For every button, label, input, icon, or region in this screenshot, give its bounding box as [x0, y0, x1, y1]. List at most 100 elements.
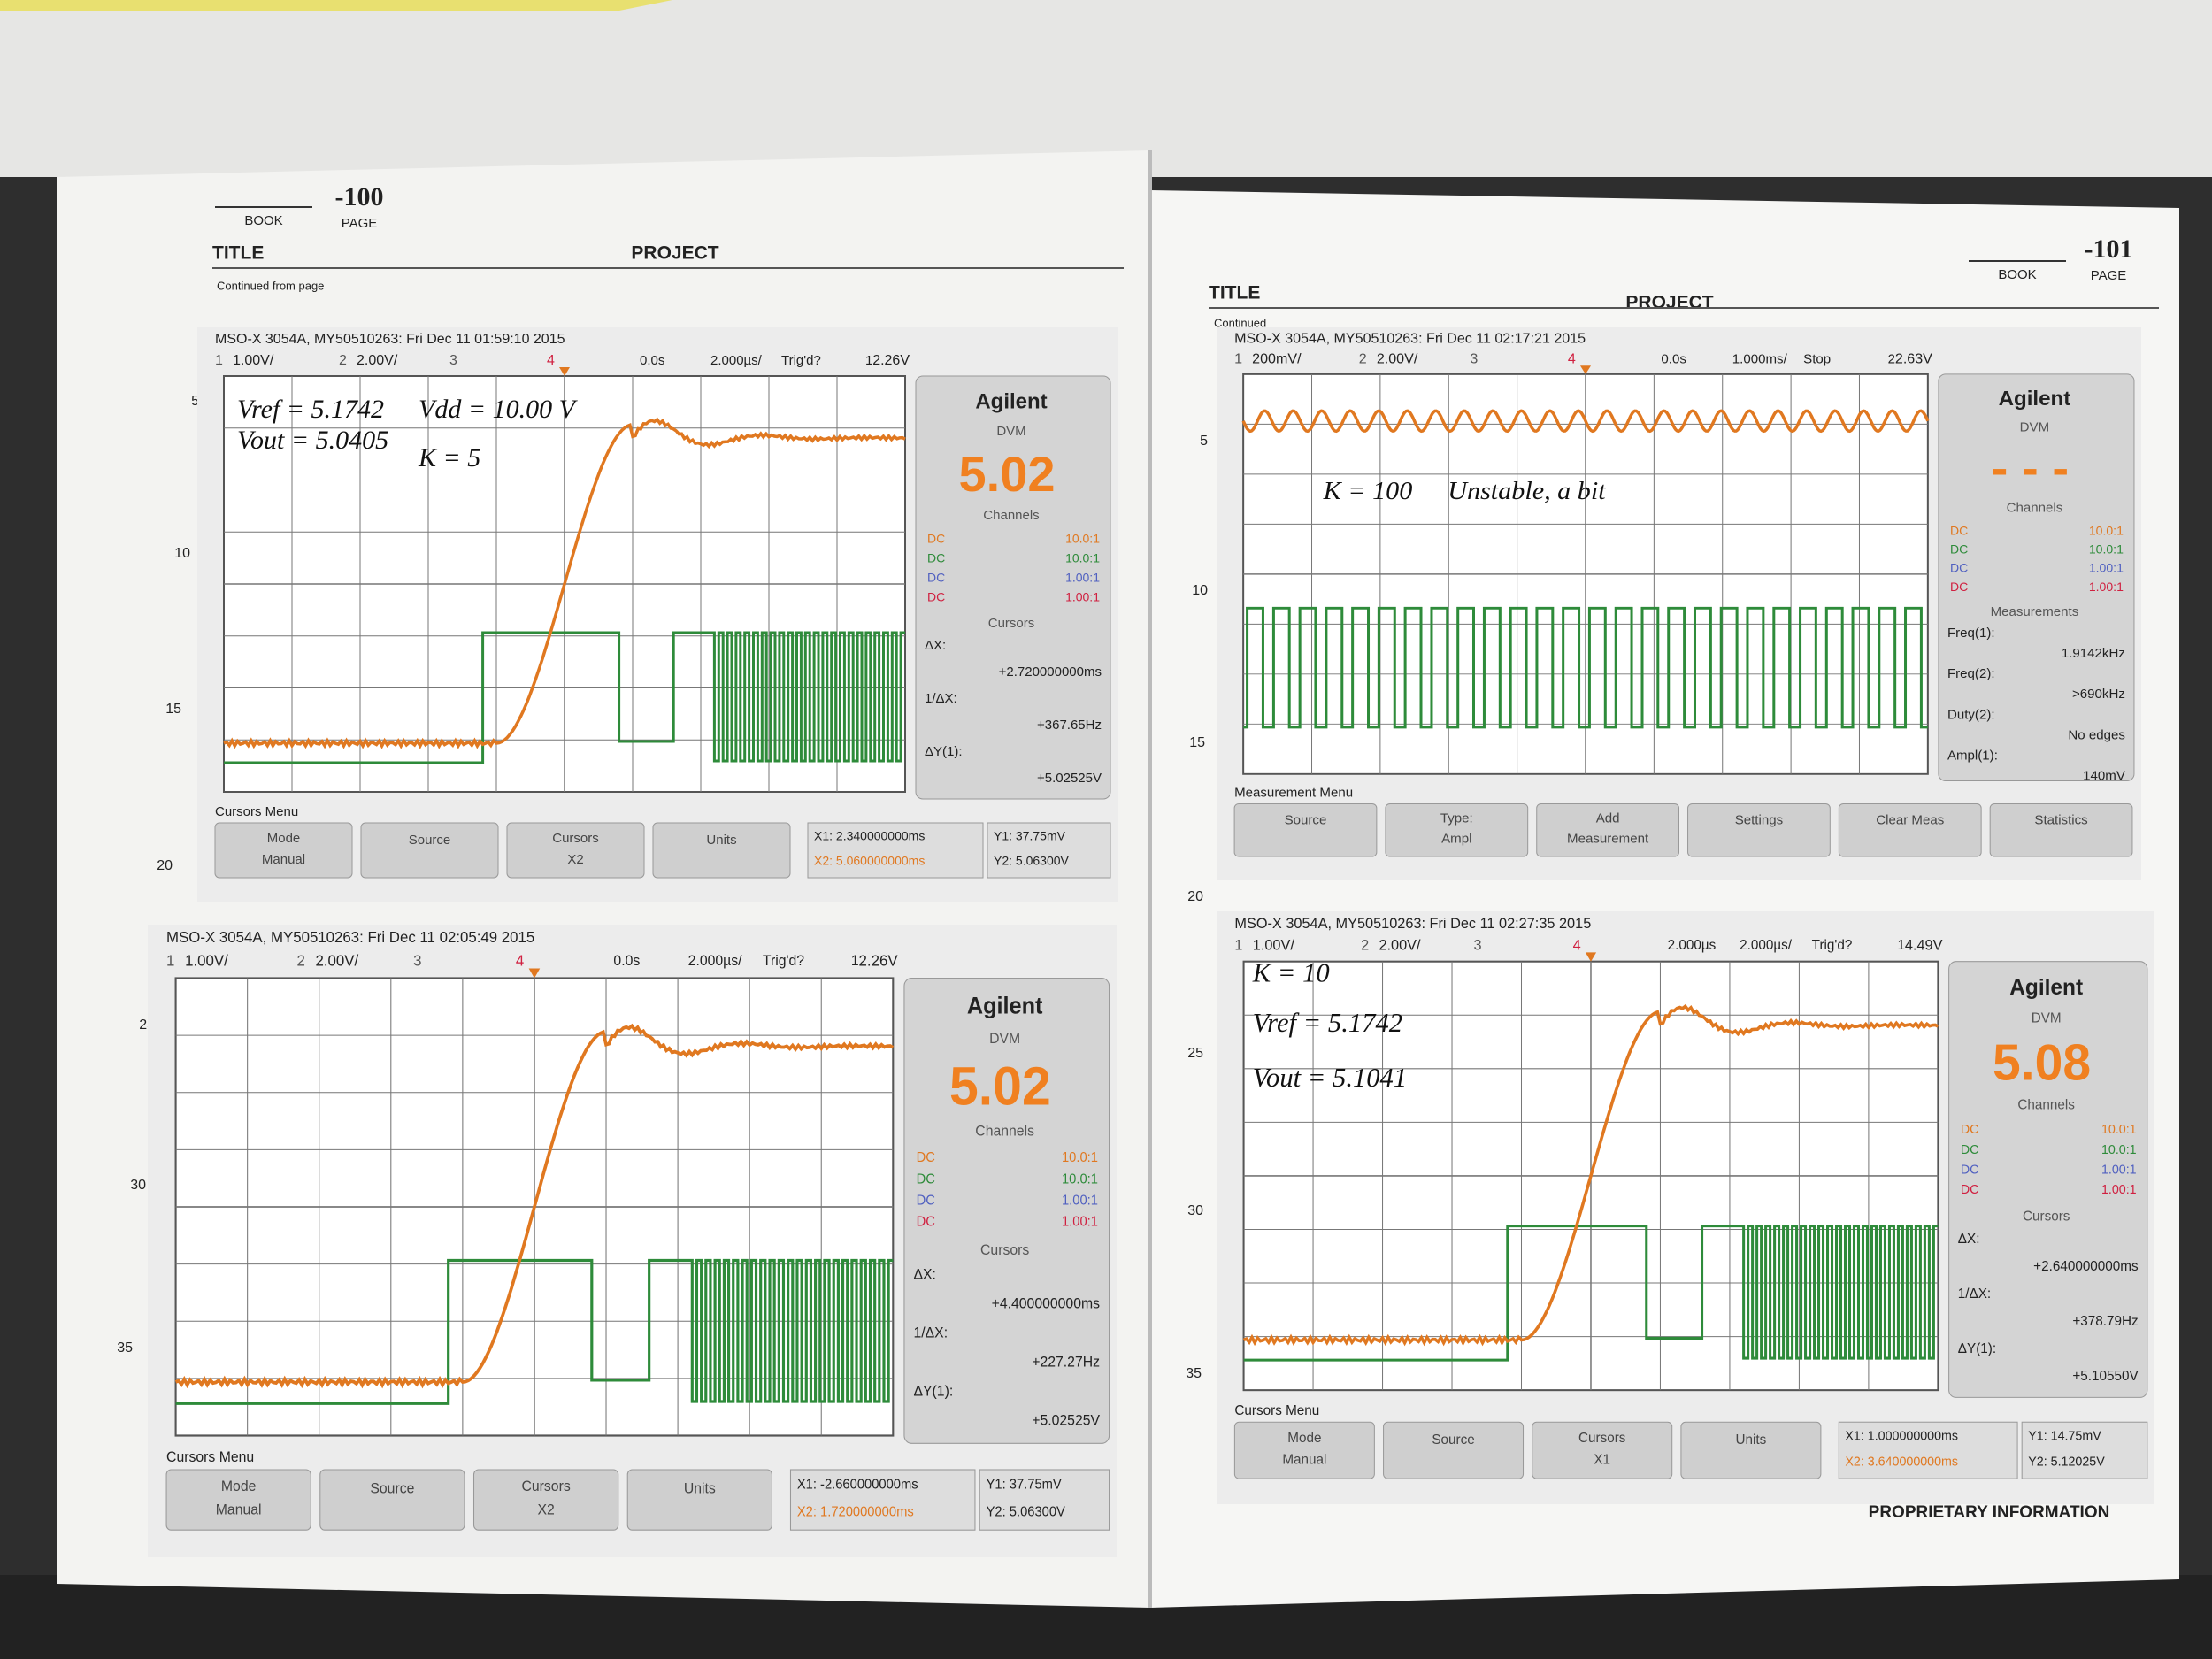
brand: Agilent	[1999, 388, 2071, 410]
dvm-value: 5.02	[949, 1055, 1051, 1116]
line-number: 30	[1187, 1203, 1203, 1218]
time-offset: 0.0s	[640, 353, 664, 368]
section-label: Cursors	[988, 616, 1035, 631]
reading-label: 1/ΔX:	[1958, 1286, 1991, 1302]
line-number: 10	[174, 546, 190, 561]
reading-value: 140mV	[2083, 770, 2125, 784]
cursor-value: Y1: 37.75mV	[994, 829, 1066, 843]
menu-title: Measurement Menu	[1234, 787, 1353, 801]
menu-button	[1233, 803, 1378, 857]
channel-scale: 1.00V/	[185, 951, 228, 969]
cursor-value: Y2: 5.06300V	[987, 1504, 1065, 1519]
reading-label: ΔY(1):	[913, 1383, 953, 1399]
cursor-value: X1: -2.660000000ms	[797, 1477, 918, 1492]
trigger-channel: 1	[851, 953, 859, 969]
button-text: Manual	[262, 852, 305, 867]
brand: Agilent	[2009, 976, 2083, 1000]
button-text: Manual	[1282, 1453, 1326, 1468]
channel-probe: 1.00:1	[1065, 590, 1100, 604]
page-label: PAGE	[2091, 268, 2127, 283]
menu-title: Cursors Menu	[166, 1449, 254, 1465]
channel-coupling: DC	[927, 590, 945, 604]
handwritten-note: Vout = 5.0405	[237, 426, 388, 455]
trigger-status: Trig'd?	[1812, 938, 1853, 953]
channel-number: 2	[296, 951, 304, 969]
channel-probe: 10.0:1	[2101, 1123, 2137, 1137]
channel-coupling: DC	[927, 571, 945, 585]
time-offset: 2.000µs	[1668, 938, 1717, 953]
menu-button	[1536, 803, 1680, 857]
cursor-readout	[789, 1469, 976, 1531]
reading-label: Freq(2):	[1947, 667, 1995, 681]
button-text: Mode	[267, 831, 301, 846]
time-scale: 2.000µs/	[710, 353, 763, 368]
menu-button	[506, 822, 645, 879]
channel-number: 3	[1473, 937, 1481, 953]
channels-label: Channels	[2017, 1098, 2075, 1113]
cursor-readout	[1838, 1421, 2018, 1479]
button-text: Statistics	[2034, 814, 2087, 828]
channel-coupling: DC	[1961, 1123, 1979, 1137]
scope-header: MSO-X 3054A, MY50510263: Fri Dec 11 02:0…	[166, 928, 534, 946]
trigger-level: 2.26V	[859, 951, 899, 969]
side-panel	[1948, 961, 2148, 1398]
menu-button	[1838, 803, 1982, 857]
cursor-value: X2: 3.640000000ms	[1845, 1455, 1958, 1469]
menu-button	[1680, 1421, 1822, 1479]
cursor-value: X2: 5.060000000ms	[814, 854, 925, 868]
handwritten-note: Unstable, a bit	[1448, 478, 1606, 505]
trigger-status: Trig'd?	[781, 353, 821, 368]
channel-probe: 1.00:1	[2089, 562, 2124, 575]
button-text: Add	[1596, 812, 1620, 826]
channel-probe: 1.00:1	[2089, 580, 2124, 594]
reading-value: +4.400000000ms	[992, 1295, 1100, 1311]
reading-label: 1/ΔX:	[913, 1325, 948, 1340]
project-label: PROJECT	[631, 243, 718, 264]
channel-probe: 10.0:1	[2089, 525, 2124, 538]
channel-2-trace	[175, 1258, 894, 1405]
line-number: 25	[1187, 1046, 1203, 1061]
channel-1-trace	[223, 417, 906, 749]
channel-scale: 2.00V/	[316, 951, 359, 969]
handwritten-note: K = 5	[418, 443, 480, 472]
channel-probe: 10.0:1	[1062, 1171, 1098, 1187]
channel-1-trace	[1241, 409, 1930, 434]
page-number: -101	[2085, 234, 2133, 264]
cursor-readout	[807, 822, 984, 879]
button-text: Settings	[1735, 814, 1783, 828]
menu-button	[1532, 1421, 1673, 1479]
menu-button	[652, 822, 791, 879]
time-scale: 1.000ms/	[1732, 353, 1788, 367]
channel-scale: 200mV/	[1252, 352, 1302, 367]
page-number: -100	[335, 182, 384, 211]
reading-value: No edges	[2068, 729, 2125, 743]
button-text: Source	[370, 1480, 414, 1496]
reading-label: ΔX:	[1958, 1232, 1980, 1247]
menu-button	[165, 1469, 311, 1531]
channels-label: Channels	[983, 508, 1039, 523]
button-text: Measurement	[1567, 833, 1648, 847]
title-label: TITLE	[1209, 283, 1260, 303]
side-panel	[1938, 373, 2135, 781]
dvm-value: 5.08	[1993, 1034, 2091, 1091]
footer: PROPRIETARY INFORMATION	[1869, 1503, 2110, 1522]
button-text: Units	[1735, 1432, 1766, 1448]
scope-capture: MSO-X 3054A, MY50510263: Fri Dec 11 02:0…	[148, 925, 1117, 1557]
book-label: BOOK	[244, 213, 282, 228]
reading-label: ΔY(1):	[925, 744, 963, 759]
channel-probe: 10.0:1	[2089, 543, 2124, 557]
channel-coupling: DC	[917, 1193, 935, 1208]
menu-button	[360, 822, 499, 879]
menu-button	[1383, 1421, 1525, 1479]
scope-capture: MSO-X 3054A, MY50510263: Fri Dec 11 02:1…	[1217, 327, 2141, 880]
continued: Continued from page	[217, 279, 324, 292]
brand: Agilent	[967, 994, 1043, 1019]
trigger-marker	[528, 968, 541, 979]
reading-value: 1.9142kHz	[2062, 647, 2125, 661]
channel-1-trace	[1242, 1003, 1939, 1347]
line-number: 15	[1189, 735, 1205, 750]
channels-label: Channels	[2007, 502, 2063, 516]
menu-button	[1233, 1421, 1375, 1479]
channel-coupling: DC	[1961, 1163, 1979, 1177]
button-text: X1	[1594, 1453, 1610, 1468]
